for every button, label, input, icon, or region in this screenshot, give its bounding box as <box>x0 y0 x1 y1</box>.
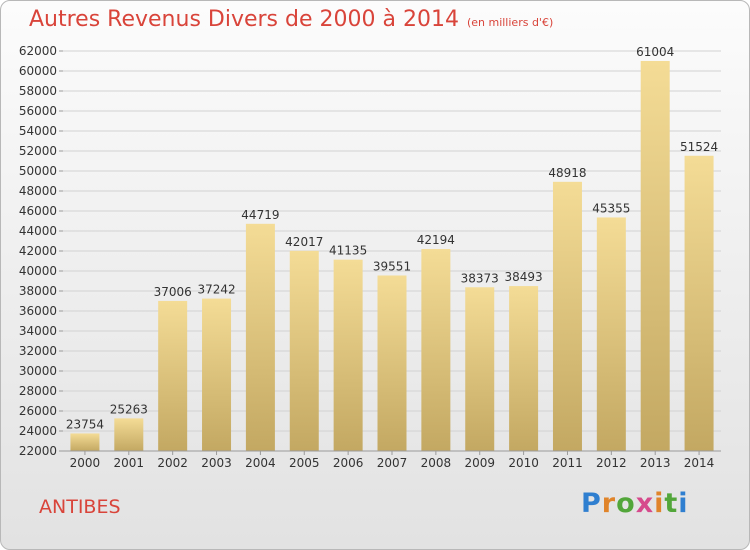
data-label: 38373 <box>461 271 499 285</box>
data-label: 23754 <box>66 417 104 431</box>
bar <box>245 223 275 451</box>
data-label: 41135 <box>329 244 367 258</box>
x-tick-label: 2000 <box>70 456 101 470</box>
y-axis-ticks: 22000 24000 26000 28000 30000 32000 34000 36000… <box>19 44 63 458</box>
x-tick-label: 2002 <box>157 456 188 470</box>
x-tick-label: 2012 <box>596 456 627 470</box>
x-tick-label: 2008 <box>421 456 452 470</box>
bar <box>158 300 188 451</box>
proxiti-logo: Proxiti <box>581 488 689 519</box>
data-label: 38493 <box>505 270 543 284</box>
data-label: 37006 <box>154 285 192 299</box>
data-label: 42194 <box>417 233 455 247</box>
y-tick-label: 32000 <box>19 344 57 358</box>
x-tick-label: 2004 <box>245 456 276 470</box>
y-tick-label: 50000 <box>19 164 57 178</box>
data-label: 37242 <box>197 283 235 297</box>
chart-title: Autres Revenus Divers de 2000 à 2014 (en … <box>29 7 553 32</box>
bar <box>421 249 451 451</box>
data-labels: 23754 25263 37006 37242 44719 42017 41135 39551… <box>66 45 718 431</box>
bar <box>509 286 539 451</box>
bar <box>552 181 582 451</box>
y-tick-label: 48000 <box>19 184 57 198</box>
x-tick-label: 2006 <box>333 456 364 470</box>
chart-unit: (en milliers d'€) <box>466 16 554 29</box>
bar <box>114 418 144 451</box>
y-tick-label: 46000 <box>19 204 57 218</box>
data-label: 45355 <box>592 201 630 215</box>
y-tick-label: 58000 <box>19 84 57 98</box>
x-tick-label: 2009 <box>464 456 495 470</box>
x-tick-label: 2003 <box>201 456 232 470</box>
y-tick-label: 40000 <box>19 264 57 278</box>
y-tick-label: 30000 <box>19 364 57 378</box>
bar <box>333 259 363 451</box>
x-tick-label: 2005 <box>289 456 320 470</box>
x-tick-label: 2007 <box>377 456 408 470</box>
bar <box>377 275 407 451</box>
data-label: 51524 <box>680 140 718 154</box>
x-axis-ticks: 2000 2001 2002 2003 2004 2005 2006 2007 2008 2009… <box>70 451 715 470</box>
data-label: 61004 <box>636 45 674 59</box>
bar <box>596 217 626 451</box>
data-label: 48918 <box>548 166 586 180</box>
y-tick-label: 56000 <box>19 104 57 118</box>
bar <box>640 60 670 452</box>
y-tick-label: 44000 <box>19 224 57 238</box>
bar <box>465 287 495 451</box>
bar <box>70 433 100 451</box>
x-tick-label: 2013 <box>640 456 671 470</box>
x-tick-label: 2010 <box>508 456 539 470</box>
y-tick-label: 62000 <box>19 44 57 58</box>
city-name: ANTIBES <box>39 496 121 518</box>
data-label: 39551 <box>373 259 411 273</box>
data-label: 44719 <box>241 208 279 222</box>
y-tick-label: 38000 <box>19 284 57 298</box>
y-tick-label: 34000 <box>19 324 57 338</box>
bar <box>684 155 714 451</box>
chart-title-text: Autres Revenus Divers de 2000 à 2014 <box>29 7 459 32</box>
y-tick-label: 52000 <box>19 144 57 158</box>
x-tick-label: 2001 <box>114 456 145 470</box>
y-tick-label: 28000 <box>19 384 57 398</box>
x-tick-label: 2011 <box>552 456 583 470</box>
data-label: 42017 <box>285 235 323 249</box>
y-tick-label: 26000 <box>19 404 57 418</box>
y-tick-label: 22000 <box>19 444 57 458</box>
data-label: 25263 <box>110 402 148 416</box>
bar <box>289 250 319 451</box>
bar <box>202 298 232 451</box>
y-tick-label: 54000 <box>19 124 57 138</box>
y-tick-label: 60000 <box>19 64 57 78</box>
x-tick-label: 2014 <box>684 456 715 470</box>
bars <box>70 60 714 452</box>
y-tick-label: 24000 <box>19 424 57 438</box>
y-tick-label: 42000 <box>19 244 57 258</box>
y-tick-label: 36000 <box>19 304 57 318</box>
